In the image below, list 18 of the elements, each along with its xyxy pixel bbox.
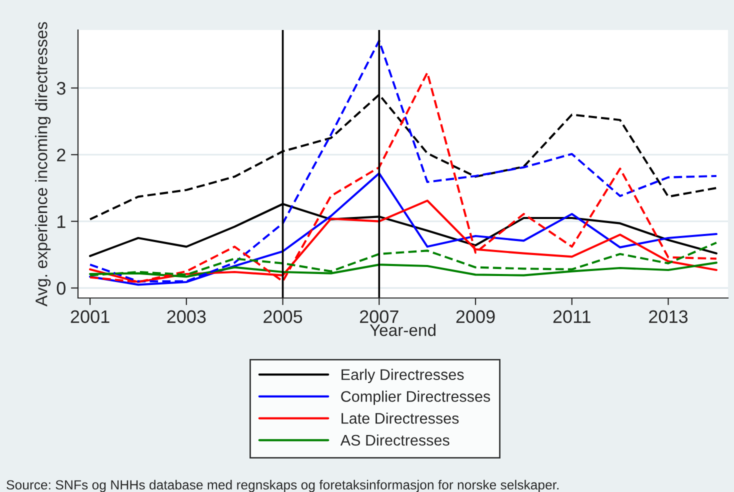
y-axis-title: Avg. experience incoming directresses bbox=[35, 22, 51, 306]
legend-label: Complier Directresses bbox=[341, 390, 490, 405]
source-note: Source: SNFs og NHHs database med regnskaps og foretaksinformasjon for norske selskaper. bbox=[6, 480, 558, 492]
x-tick-label: 2001 bbox=[70, 310, 110, 324]
legend-label: AS Directresses bbox=[340, 434, 450, 446]
x-tick-label: 2003 bbox=[167, 310, 206, 324]
x-tick-label: 2005 bbox=[264, 310, 302, 324]
x-tick-label: 2013 bbox=[649, 310, 688, 324]
x-tick-label: 2011 bbox=[553, 310, 590, 324]
legend-label: Early Directresses bbox=[342, 368, 464, 384]
legend-label: Late Directresses bbox=[342, 412, 459, 424]
y-tick-label: 3 bbox=[56, 82, 66, 95]
x-tick-label: 2009 bbox=[456, 310, 495, 324]
y-tick-label: 2 bbox=[57, 148, 66, 162]
y-tick-label: 1 bbox=[58, 215, 66, 228]
x-tick-label: 2007 bbox=[360, 310, 398, 324]
y-tick-label: 0 bbox=[56, 282, 66, 295]
x-axis-title: Year-end bbox=[370, 324, 436, 336]
